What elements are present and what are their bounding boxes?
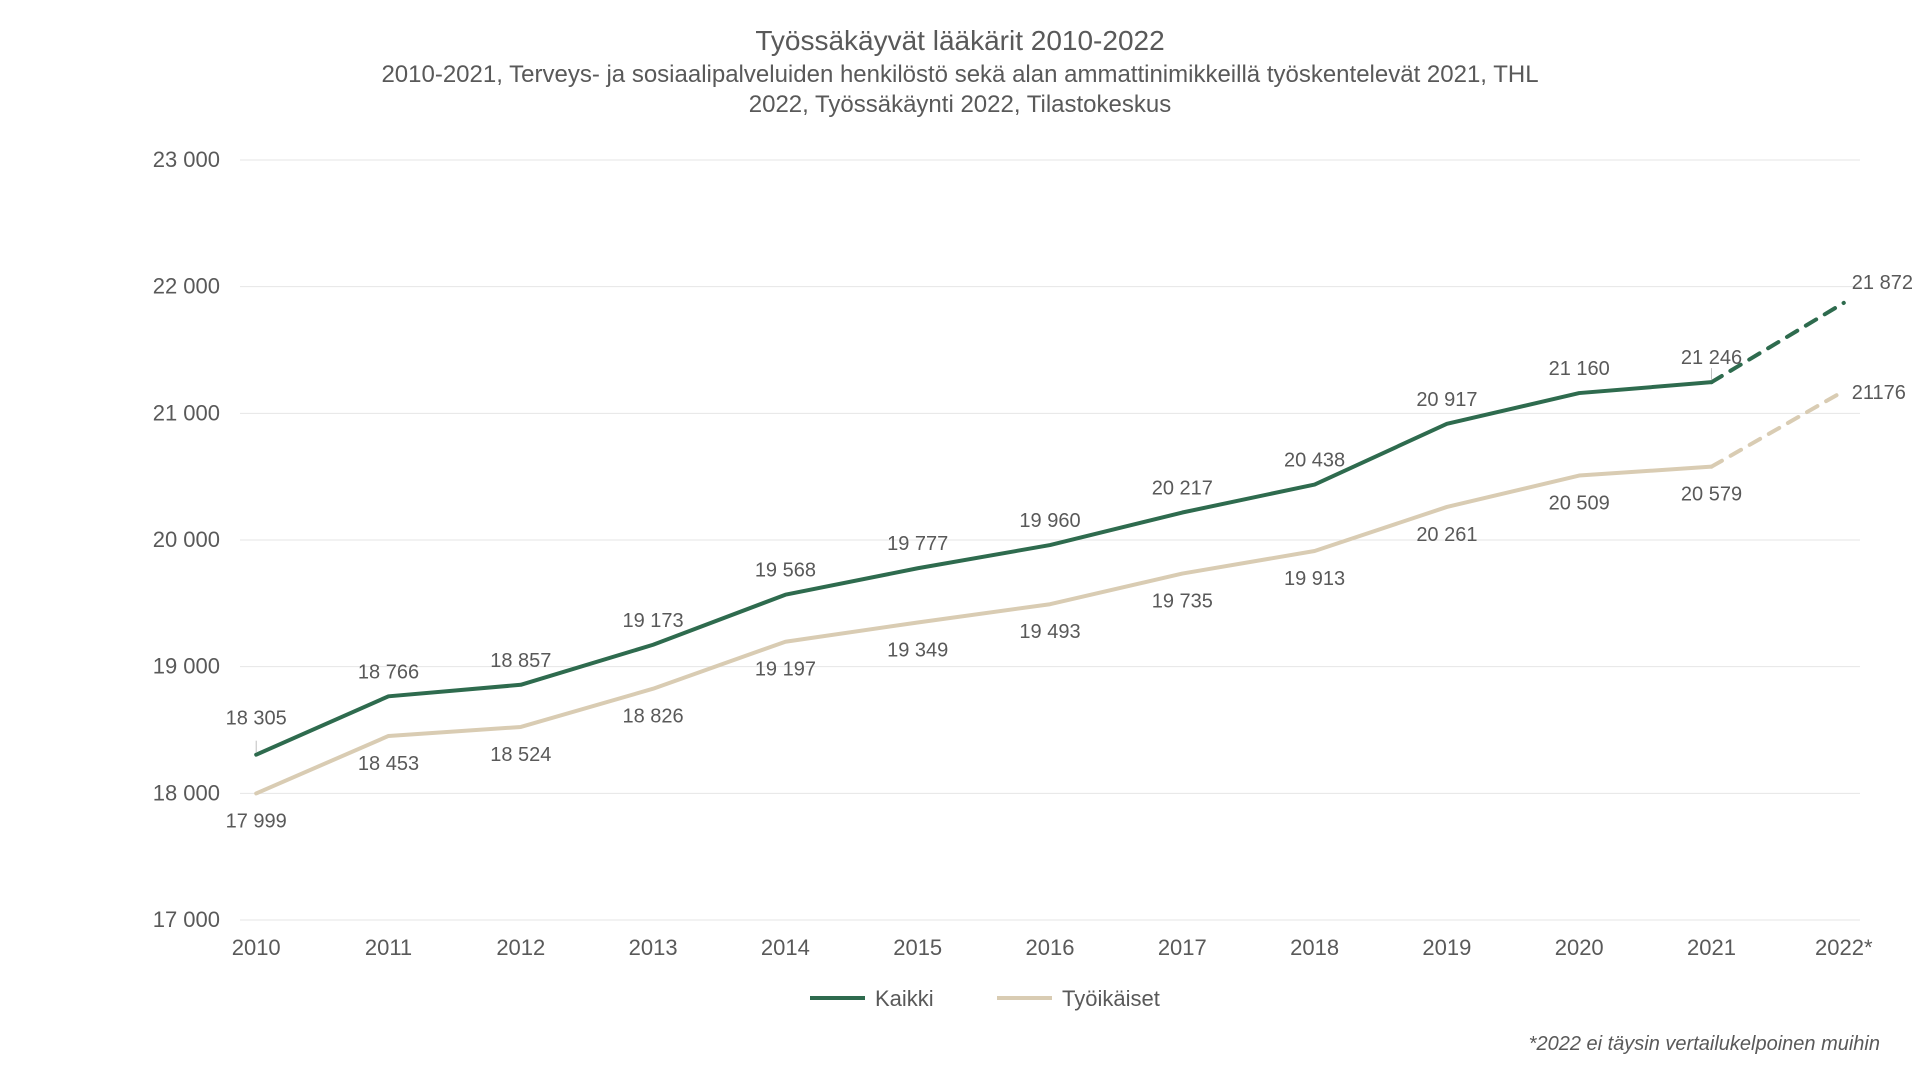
data-label: 18 305 <box>226 708 287 730</box>
x-tick-label: 2019 <box>1422 935 1471 960</box>
data-label: 18 524 <box>490 744 551 766</box>
x-tick-label: 2015 <box>893 935 942 960</box>
data-label: 19 735 <box>1152 591 1213 613</box>
data-label: 21 246 <box>1681 347 1742 369</box>
y-tick-label: 21 000 <box>153 400 220 425</box>
y-tick-label: 17 000 <box>153 907 220 932</box>
chart-subtitle-2: 2022, Työssäkäynti 2022, Tilastokeskus <box>749 91 1171 118</box>
series-line-Työikäiset <box>256 467 1711 794</box>
y-tick-label: 22 000 <box>153 274 220 299</box>
series-line-dashed-Kaikki <box>1712 303 1844 382</box>
data-label: 21176 <box>1852 382 1906 404</box>
series-line-dashed-Työikäiset <box>1712 391 1844 467</box>
gridlines <box>240 160 1860 920</box>
data-label: 21 160 <box>1549 358 1610 380</box>
data-label: 19 349 <box>887 639 948 661</box>
data-label: 17 999 <box>226 810 287 832</box>
y-tick-label: 20 000 <box>153 527 220 552</box>
y-tick-label: 18 000 <box>153 780 220 805</box>
data-label: 19 777 <box>887 533 948 555</box>
data-label: 20 917 <box>1416 389 1477 411</box>
x-tick-label: 2010 <box>232 935 281 960</box>
data-label: 19 960 <box>1019 510 1080 532</box>
chart-subtitle-1: 2010-2021, Terveys- ja sosiaalipalveluid… <box>381 61 1538 88</box>
y-axis-ticks: 17 000 18 000 19 000 20 000 21 000 22 000 23 0… <box>153 147 220 932</box>
data-label: 18 766 <box>358 661 419 683</box>
data-label: 20 438 <box>1284 450 1345 472</box>
x-tick-label: 2013 <box>629 935 678 960</box>
y-tick-label: 19 000 <box>153 654 220 679</box>
data-label: 18 857 <box>490 650 551 672</box>
data-label: 18 453 <box>358 753 419 775</box>
legend-label: Kaikki <box>875 986 934 1011</box>
series-line-Kaikki <box>256 382 1711 755</box>
x-tick-label: 2016 <box>1026 935 1075 960</box>
x-tick-label: 2018 <box>1290 935 1339 960</box>
chart-footnote: *2022 ei täysin vertailukelpoinen muihin <box>1529 1033 1880 1055</box>
x-tick-label: 2021 <box>1687 935 1736 960</box>
y-tick-label: 23 000 <box>153 147 220 172</box>
legend-label: Työikäiset <box>1062 986 1160 1011</box>
data-label: 19 173 <box>623 610 684 632</box>
data-label: 20 217 <box>1152 478 1213 500</box>
chart-title: Työssäkäyvät lääkärit 2010-2022 <box>755 25 1164 56</box>
data-label: 20 579 <box>1681 484 1742 506</box>
data-label: 19 493 <box>1019 621 1080 643</box>
x-tick-label: 2011 <box>365 935 412 960</box>
data-label: 19 913 <box>1284 568 1345 590</box>
line-chart-svg: Työssäkäyvät lääkärit 2010-2022 2010-202… <box>0 0 1920 1067</box>
data-label: 19 197 <box>755 659 816 681</box>
x-axis-ticks: 2010 2011 2012 2013 2014 2015 2016 2017 2018 2019… <box>232 935 1873 960</box>
x-tick-label: 2022* <box>1815 935 1873 960</box>
legend: Kaikki Työikäiset <box>810 986 1160 1011</box>
x-tick-label: 2014 <box>761 935 810 960</box>
line-chart-container: Työssäkäyvät lääkärit 2010-2022 2010-202… <box>0 0 1920 1067</box>
data-labels: 18 305 18 766 18 857 19 173 19 568 19 777 19 9… <box>226 272 1913 833</box>
x-tick-label: 2017 <box>1158 935 1207 960</box>
data-label: 20 261 <box>1416 524 1477 546</box>
data-label: 19 568 <box>755 560 816 582</box>
x-tick-label: 2012 <box>496 935 545 960</box>
data-label: 21 872 <box>1852 272 1913 294</box>
x-tick-label: 2020 <box>1555 935 1604 960</box>
data-label: 18 826 <box>623 706 684 728</box>
data-label: 20 509 <box>1549 493 1610 515</box>
